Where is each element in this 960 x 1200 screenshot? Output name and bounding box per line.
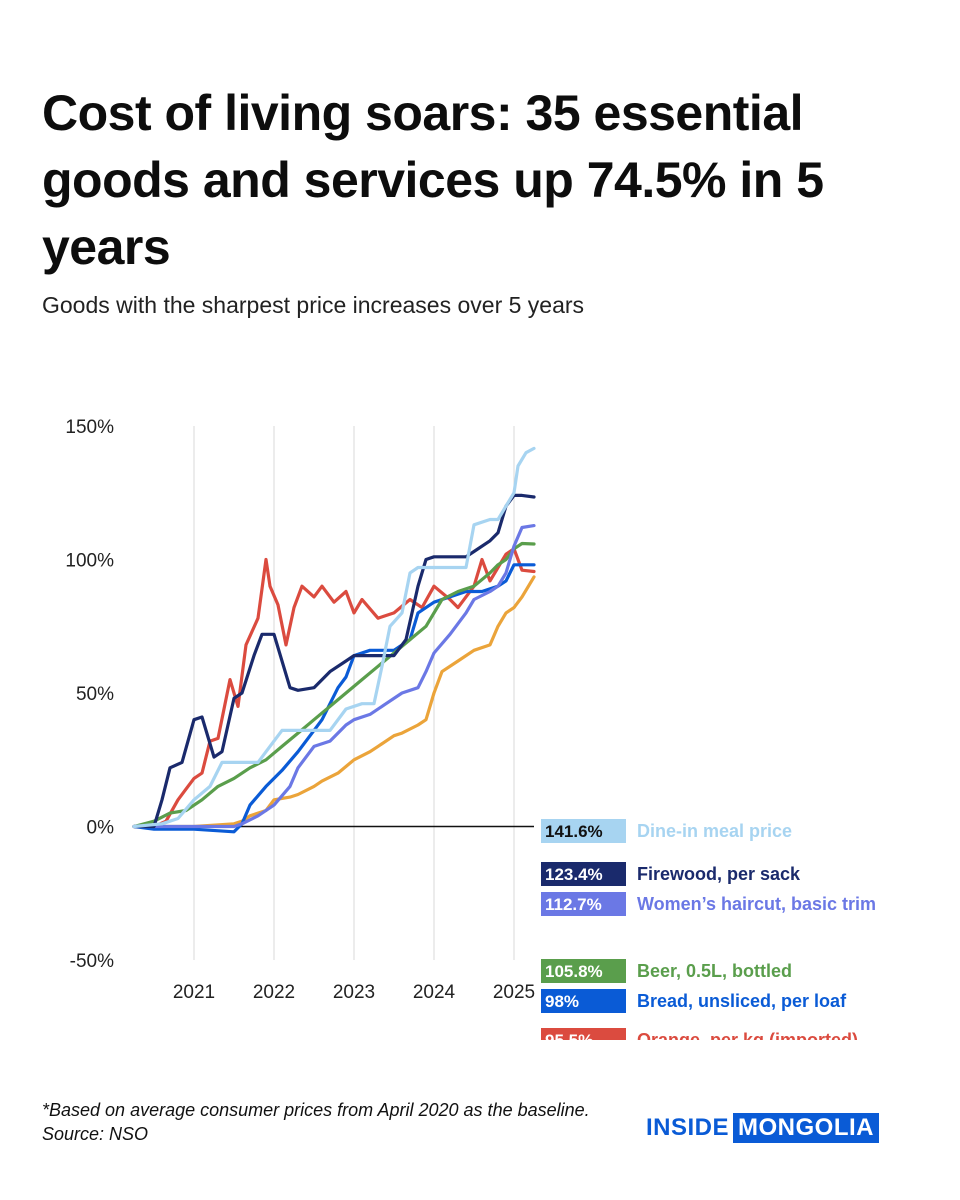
series-end-label: 95.5% Orange, per kg (imported) (541, 1028, 858, 1040)
value-badge-text: 141.6% (545, 822, 603, 841)
series-line (132, 446, 536, 829)
value-badge (541, 959, 626, 983)
value-badge-text: 98% (545, 992, 579, 1011)
value-badge (541, 892, 626, 916)
series-name-label: Dine-in meal price (637, 821, 792, 841)
chart-series-lines (132, 446, 536, 834)
value-badge-text: 112.7% (545, 895, 602, 914)
x-tick-label: 2024 (413, 982, 456, 1003)
footnote-baseline-note: *Based on average consumer prices from A… (42, 1100, 590, 1120)
value-badge (541, 1028, 626, 1040)
chart-grid (193, 426, 515, 960)
footnote: *Based on average consumer prices from A… (42, 1098, 590, 1146)
y-tick-label: 50% (76, 684, 114, 705)
y-tick-label: -50% (70, 951, 114, 972)
value-badge (541, 989, 626, 1013)
series-name-label: Beer, 0.5L, bottled (637, 961, 792, 981)
series-name-label: Orange, per kg (imported) (637, 1030, 858, 1040)
value-badge (541, 862, 626, 886)
series-name-label: Women’s haircut, basic trim (637, 894, 876, 914)
y-tick-label: 100% (65, 551, 114, 572)
chart-end-labels: 141.6% Dine-in meal price 123.4% Firewood, … (541, 819, 876, 1040)
x-tick-label: 2023 (333, 982, 375, 1003)
series-end-label: 98% Bread, unsliced, per loaf (541, 989, 847, 1013)
series-end-label: 123.4% Firewood, per sack (541, 862, 801, 886)
value-badge-text: 95.5% (545, 1031, 593, 1040)
series-line (132, 493, 536, 829)
series-name-label: Firewood, per sack (637, 864, 801, 884)
series-line (132, 524, 536, 829)
line-chart: 2021 2022 2023 2024 2025 150% 100% 50% 0% -50% 14… (65, 417, 876, 1040)
x-tick-label: 2025 (493, 982, 535, 1003)
x-tick-label: 2021 (173, 982, 215, 1003)
value-badge-text: 105.8% (545, 962, 603, 981)
page-title: Cost of living soars: 35 essential goods… (42, 85, 824, 275)
value-badge-text: 123.4% (545, 865, 603, 884)
logo-part-inside: INSIDE (646, 1114, 730, 1141)
series-line (132, 541, 536, 829)
x-tick-label: 2022 (253, 982, 295, 1003)
series-name-label: Bread, unsliced, per loaf (637, 991, 847, 1011)
logo-part-mongolia: MONGOLIA (733, 1113, 880, 1143)
brand-logo: INSIDE MONGOLIA (646, 1112, 880, 1144)
y-tick-label: 150% (65, 417, 114, 438)
series-line (132, 575, 536, 829)
y-tick-label: 0% (87, 818, 115, 839)
chart-subtitle: Goods with the sharpest price increases … (42, 292, 585, 318)
series-line (132, 547, 536, 829)
chart-axes: 2021 2022 2023 2024 2025 150% 100% 50% 0% -50% (65, 417, 535, 1003)
series-end-label: 105.8% Beer, 0.5L, bottled (541, 959, 792, 983)
series-end-label: 141.6% Dine-in meal price (541, 819, 792, 843)
footnote-source: Source: NSO (42, 1124, 149, 1144)
value-badge (541, 819, 626, 843)
series-line (132, 563, 536, 834)
series-end-label: 112.7% Women’s haircut, basic trim (541, 892, 876, 916)
